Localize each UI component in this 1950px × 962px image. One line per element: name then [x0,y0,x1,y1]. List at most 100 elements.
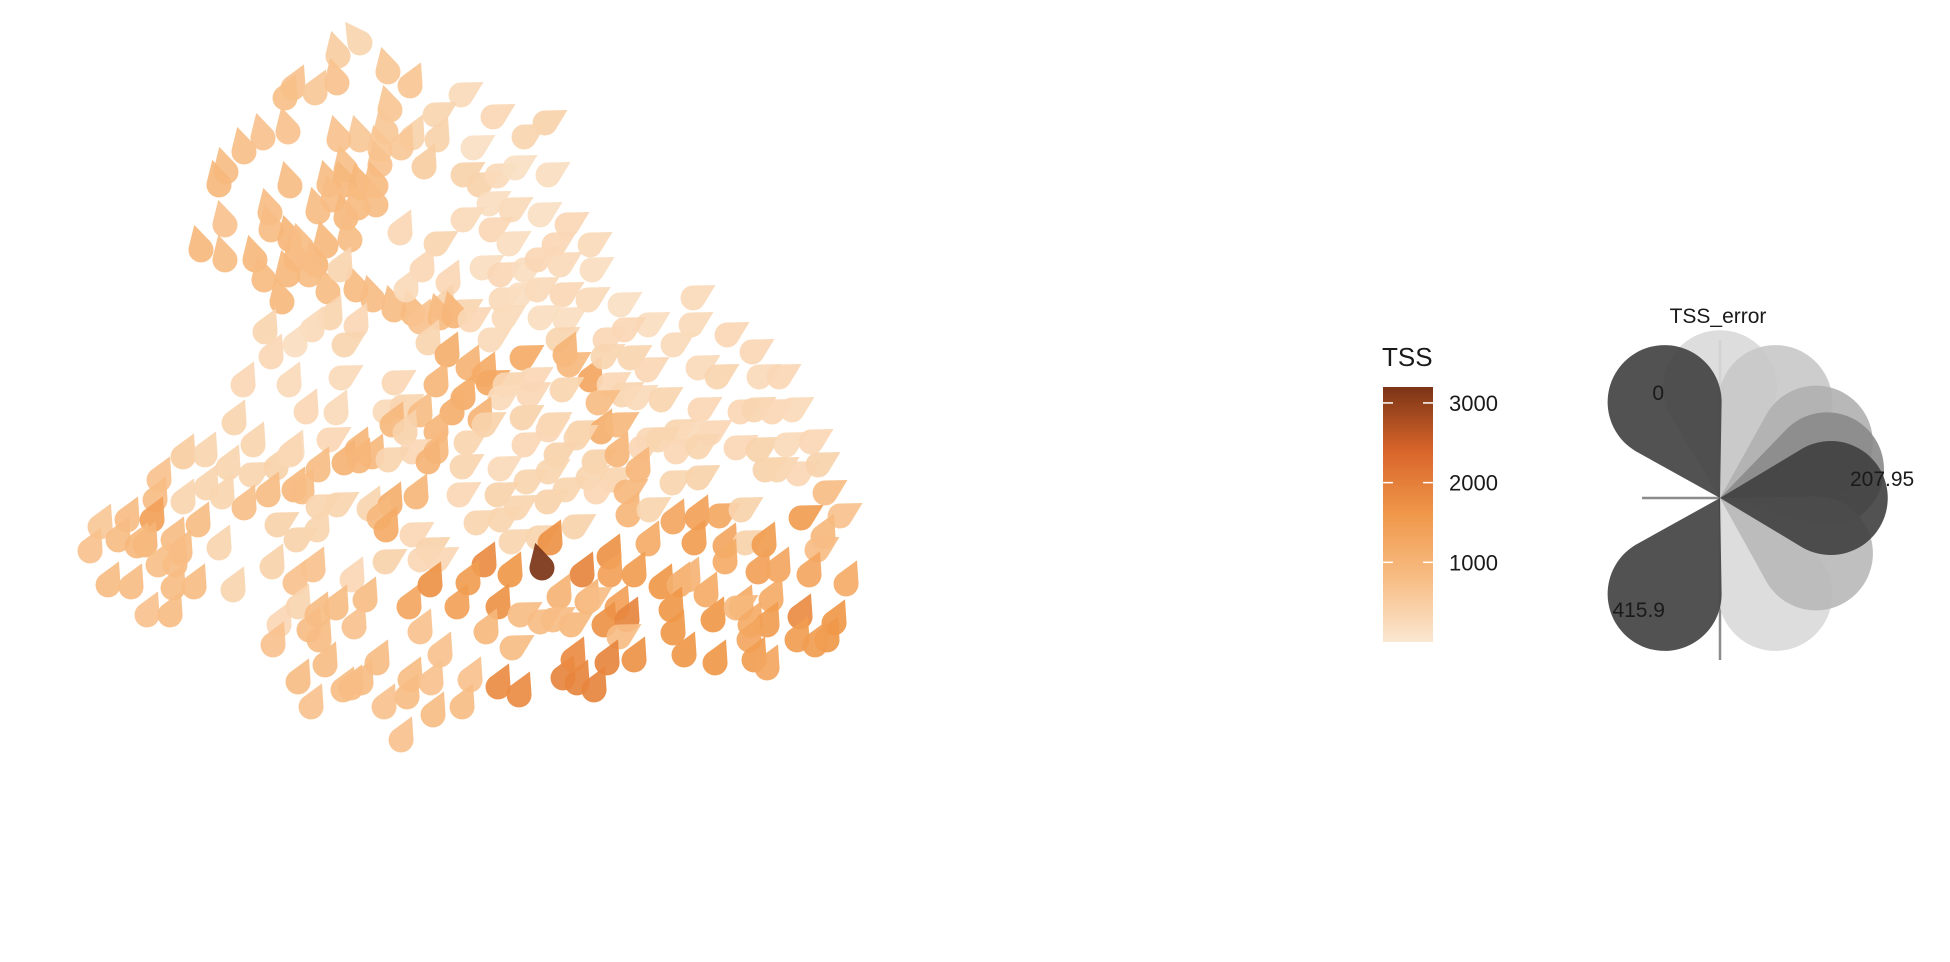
scatter-point [266,601,292,638]
scatter-point [157,591,183,628]
scatter-point [765,546,791,583]
scatter-point [181,563,207,600]
glyph-legend-title: TSS_error [1670,305,1767,328]
scatter-point [381,284,407,323]
scatter-point [779,397,815,423]
scatter-point [590,344,626,370]
scatter-point [375,46,401,85]
scatter-point [457,656,483,693]
scatter-point [685,465,721,491]
scatter-point [220,566,246,603]
scatter-point [269,276,295,315]
scatter-point [569,551,595,588]
scatter-point [134,591,160,628]
scatter-point [215,444,241,481]
scatter-point [581,666,607,703]
scatter-point [827,503,863,529]
scatter-point [575,465,611,491]
scatter-point [449,454,485,480]
glyph-label-415-9: 415.9 [1612,599,1665,622]
scatter-point [275,249,301,288]
scatter-point [276,361,302,398]
scatter-point [625,446,651,483]
scatter-point [660,609,686,646]
colorbar-tick-label: 2000 [1449,471,1498,496]
colorbar-tick-label: 1000 [1449,550,1498,575]
scatter-point [415,319,441,356]
scatter-point [594,639,620,676]
scatter-point [614,596,640,633]
scatter-point [560,636,586,673]
scatter-point [343,302,369,339]
scatter-point [704,364,740,390]
scatter-point [231,484,257,521]
scatter-point [540,607,576,633]
glyph-legend-drop [1720,441,1888,555]
scatter-point [547,252,583,278]
scatter-point [373,506,399,543]
scatter-point [476,191,512,217]
scatter-point [554,212,590,238]
scatter-point [259,543,285,580]
scatter-point [427,631,453,668]
scatter-point [250,112,276,151]
scatter-point [648,387,684,413]
scatter-point [506,671,532,708]
scatter-point [323,389,349,426]
glyph-legend-drop [1607,498,1722,651]
scatter-point [658,586,684,623]
colorbar-gradient [1383,387,1433,642]
scatter-point [583,479,619,505]
scatter-point [323,584,349,621]
scatter-point [423,361,449,398]
scatter-point [285,583,311,620]
scatter-point [258,204,284,243]
scatter-point [511,124,547,150]
scatter-point [621,551,647,588]
scatter-point [496,231,532,257]
scatter-point [805,452,841,478]
scatter-point [118,563,144,600]
scatter-point [497,551,523,588]
scatter-point [448,82,484,108]
scatter-point [552,307,588,333]
tss-colorbar-legend: TSS 1000 2000 3000 [1382,342,1498,642]
scatter-point [260,621,286,658]
scatter-point [312,641,338,678]
scatter-point [371,683,397,720]
scatter-point [185,501,211,538]
scatter-point [577,232,613,258]
scatter-point [418,659,444,696]
scatter-point [347,114,373,153]
scatter-point [394,673,420,710]
scatter-point [516,382,552,408]
scatter-point [206,524,232,561]
scatter-point [764,457,800,483]
scatter-point [388,124,414,161]
scatter-point [527,305,563,331]
scatter-point [417,561,443,598]
scatter-point [499,635,535,661]
scatter-point [524,247,560,273]
scatter-point [411,143,437,180]
scatter-point [477,327,513,353]
scatter-point [282,321,308,358]
scatter-point [231,126,257,165]
scatter-point [700,596,726,633]
scatter-point [348,659,374,696]
scatter-point [648,563,674,600]
glyph-legend-markers [1607,330,1888,651]
scatter-point [277,431,303,468]
scatter-point [623,385,659,411]
scatter-point [485,583,511,620]
scatter-point [645,427,681,453]
tss-error-glyph-legend: TSS_error 0 207.95 415.9 [1607,305,1914,660]
scatter-point [328,365,364,391]
scatter-point [352,576,378,613]
scatter-point [420,691,446,728]
scatter-point [487,385,523,411]
scatter-point [251,254,277,293]
scatter-point [372,549,408,575]
scatter-point [751,521,777,558]
